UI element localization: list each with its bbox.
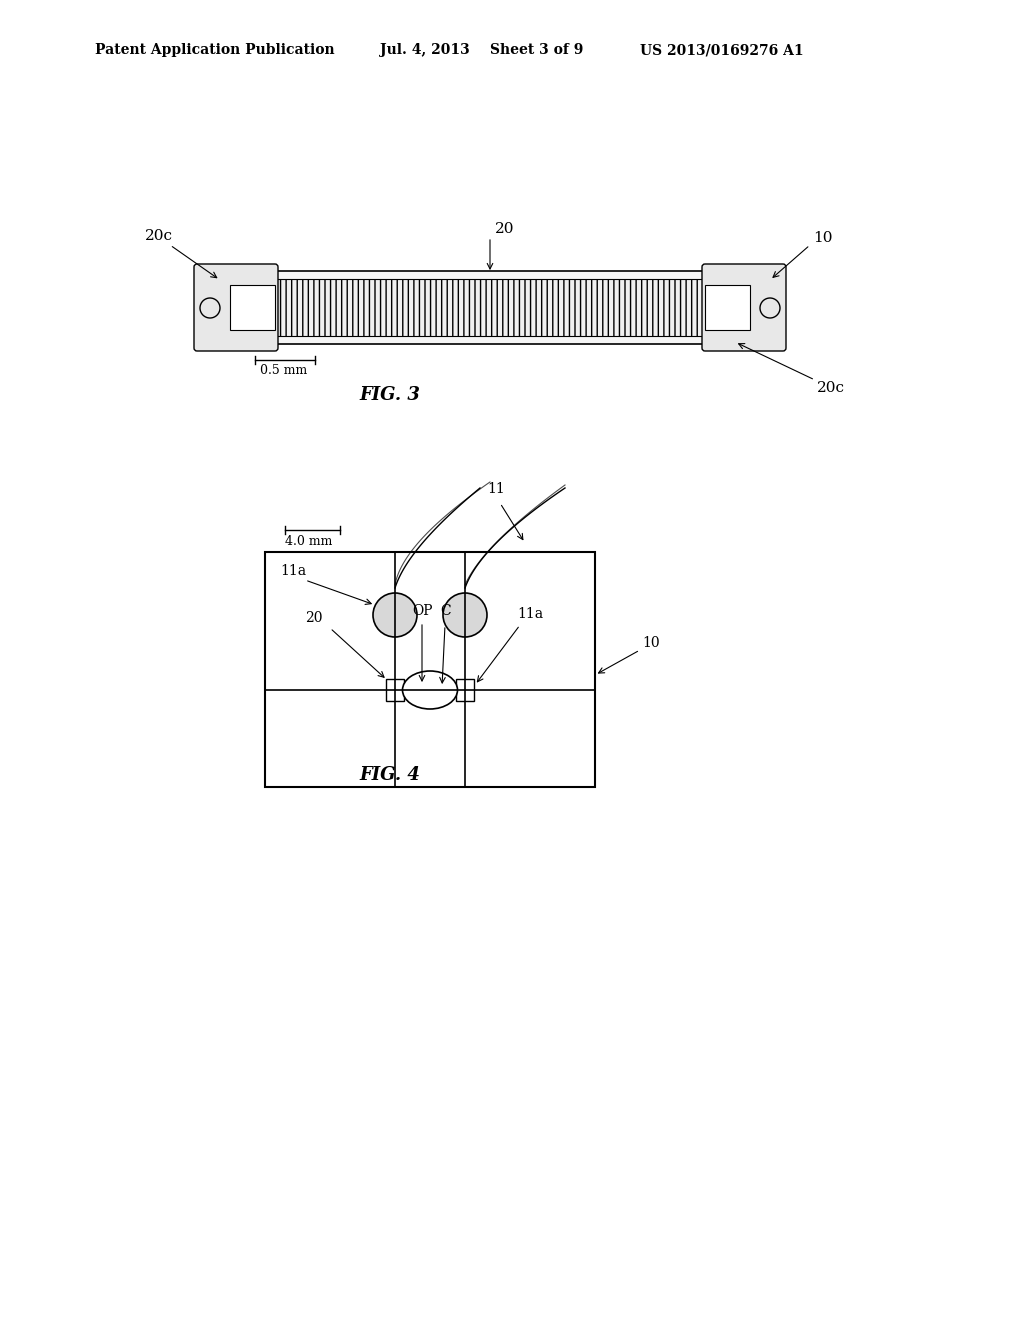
Text: 10: 10: [813, 231, 833, 246]
Text: 20c: 20c: [817, 381, 845, 395]
Text: Jul. 4, 2013: Jul. 4, 2013: [380, 44, 470, 57]
Bar: [456, 678, 474, 701]
Text: FIG. 4: FIG. 4: [359, 766, 421, 784]
Text: C: C: [440, 605, 451, 618]
Bar: [705, 285, 750, 330]
Text: 11a: 11a: [280, 564, 306, 578]
Bar: [386, 678, 404, 701]
Text: 20: 20: [495, 222, 514, 236]
FancyBboxPatch shape: [211, 271, 769, 345]
Text: 11: 11: [487, 482, 505, 496]
Text: FIG. 3: FIG. 3: [359, 385, 421, 404]
Text: OP: OP: [412, 605, 432, 618]
Text: Patent Application Publication: Patent Application Publication: [95, 44, 335, 57]
Circle shape: [443, 593, 487, 638]
Text: 4.0 mm: 4.0 mm: [285, 535, 333, 548]
Bar: [265, 552, 595, 787]
Text: US 2013/0169276 A1: US 2013/0169276 A1: [640, 44, 804, 57]
Circle shape: [373, 593, 417, 638]
Text: 20: 20: [305, 611, 323, 624]
Bar: [230, 285, 275, 330]
FancyBboxPatch shape: [194, 264, 278, 351]
Text: 20c: 20c: [145, 228, 173, 243]
Text: 10: 10: [642, 636, 659, 649]
Circle shape: [760, 298, 780, 318]
Text: 11a: 11a: [517, 607, 543, 620]
FancyBboxPatch shape: [702, 264, 786, 351]
Text: 0.5 mm: 0.5 mm: [260, 364, 307, 378]
Text: Sheet 3 of 9: Sheet 3 of 9: [490, 44, 584, 57]
Bar: [275, 279, 705, 337]
Ellipse shape: [402, 671, 458, 709]
Circle shape: [200, 298, 220, 318]
